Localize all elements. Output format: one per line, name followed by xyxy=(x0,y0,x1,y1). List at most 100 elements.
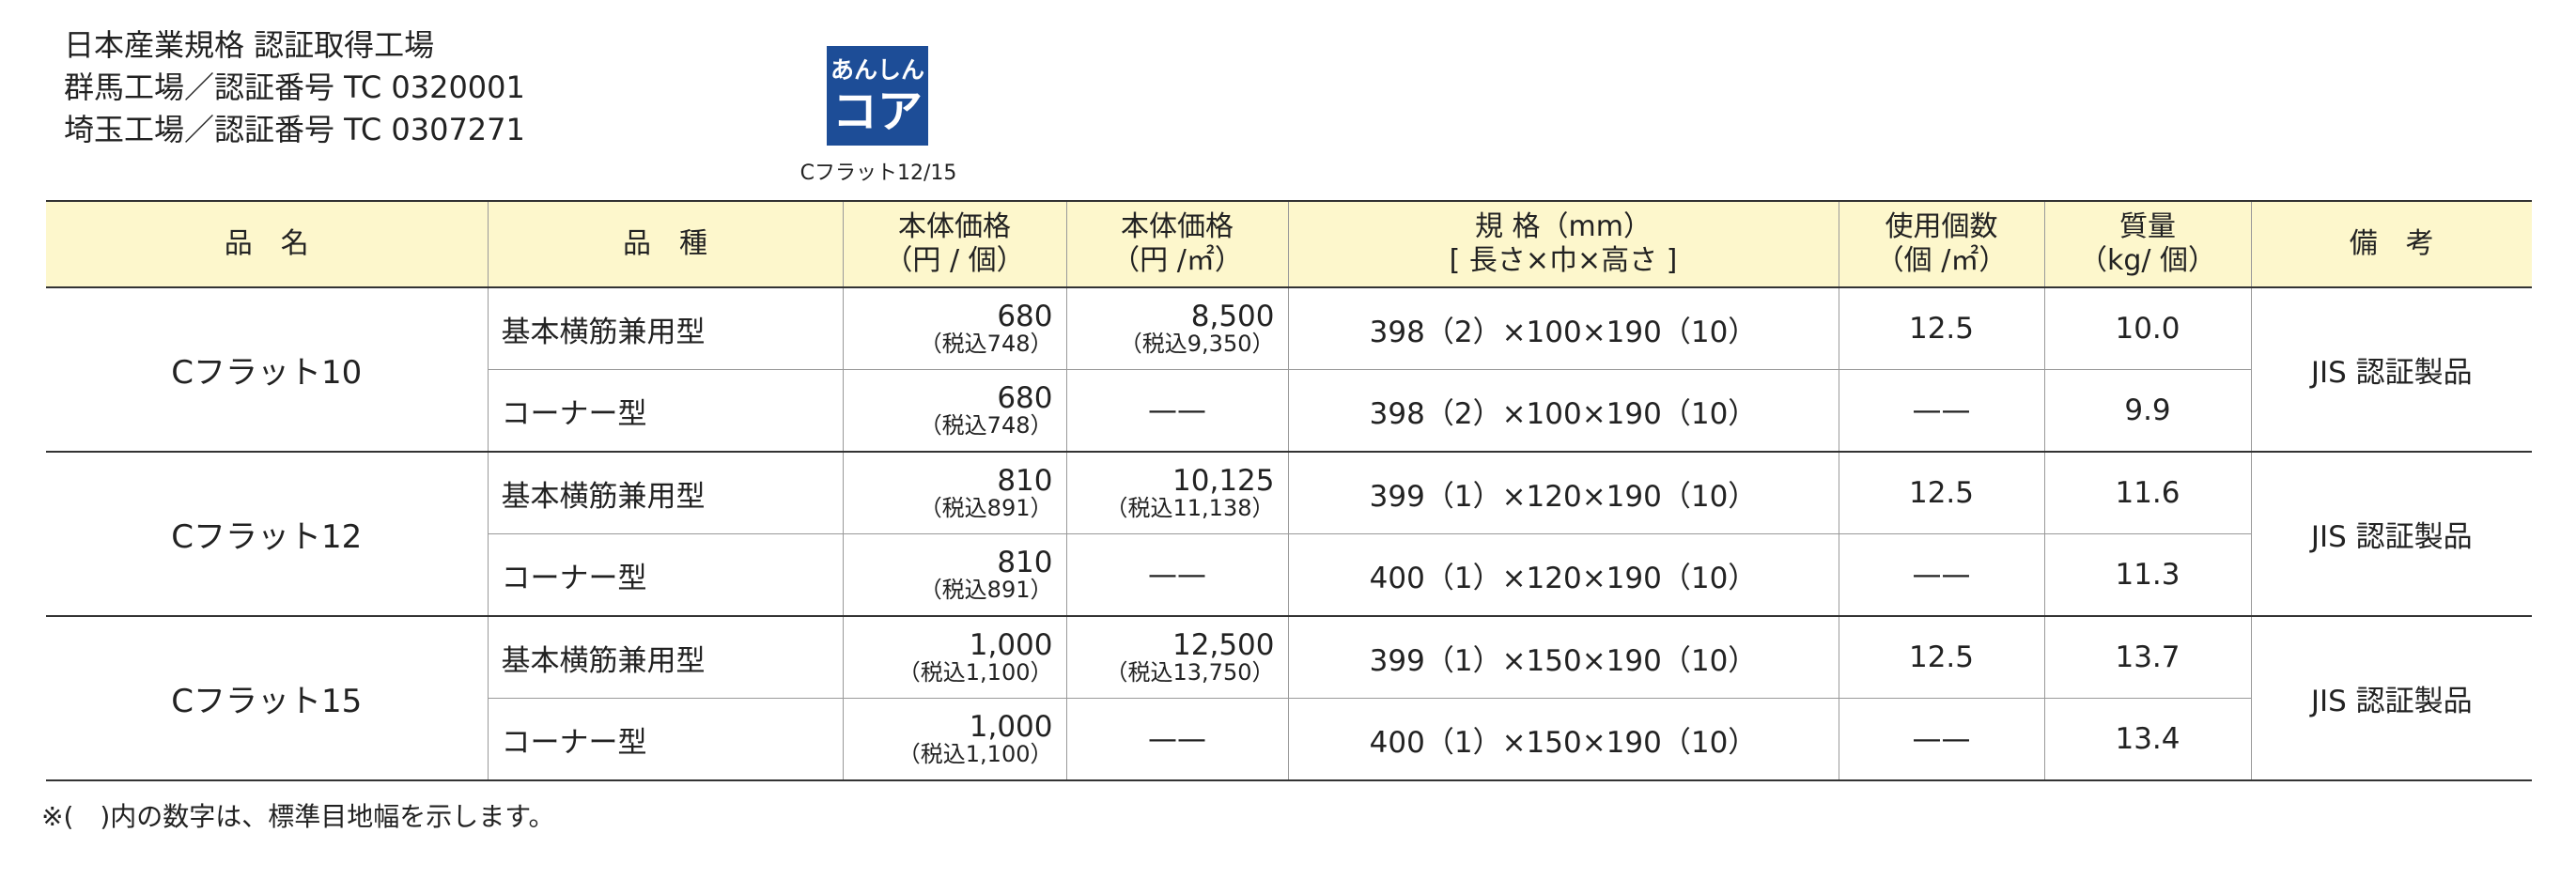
price-tax: （税込1,100） xyxy=(897,659,1053,686)
table-row: Cフラット12 基本横筋兼用型 810 （税込891） 10,125 （税込11,138）… xyxy=(46,452,2532,617)
price-cell: 810 （税込891） xyxy=(842,452,1066,534)
weight: 11.6 xyxy=(2043,452,2251,534)
price: 810 xyxy=(997,546,1053,579)
price: —— xyxy=(1148,393,1206,427)
logo: あんしん コア xyxy=(827,46,928,146)
price-tax: （税込13,750） xyxy=(1105,659,1275,686)
logo-line: コア xyxy=(831,85,923,138)
header-row: 品 名品 種本体価格 （円 / 個） 本体価格 （円 /㎡）規 格（mm）[ 長さ×巾… xyxy=(46,200,2532,288)
price-tax: （税込891） xyxy=(919,577,1053,603)
price: 1,000 xyxy=(969,710,1053,744)
price: —— xyxy=(1148,722,1206,756)
price-cell: 1,000 （税込1,100） xyxy=(842,698,1066,781)
header: 日本産業規格 認証取得工場 群馬工場／認証番号 TC 0320001 埼玉工場／認証… xyxy=(64,24,525,151)
size: 399（1）×120×190（10） xyxy=(1287,452,1839,534)
header-text: 規 格（mm） xyxy=(1475,210,1652,243)
column-header: 品 名 xyxy=(46,200,488,288)
price-tax: （税込748） xyxy=(919,331,1053,357)
price: —— xyxy=(1148,558,1206,592)
weight: 13.7 xyxy=(2043,616,2251,699)
logo-line: あんしん xyxy=(830,56,924,84)
note: JIS 認証製品 xyxy=(2250,616,2532,781)
header-text: （kg/ 個） xyxy=(2078,244,2217,277)
count: —— xyxy=(1838,533,2044,617)
product-kind: 基本横筋兼用型 xyxy=(487,452,843,534)
count: 12.5 xyxy=(1838,616,2044,699)
table-row: コーナー型 680 （税込748） —— 398（2）×100×190（10） —— 9.9 xyxy=(46,369,2532,453)
note: JIS 認証製品 xyxy=(2250,452,2532,617)
weight: 13.4 xyxy=(2043,698,2251,781)
count: —— xyxy=(1838,369,2044,453)
column-header: 使用個数 （個 /㎡） xyxy=(1838,200,2044,288)
column-header: 規 格（mm）[ 長さ×巾×高さ ] xyxy=(1287,200,1839,288)
price-cell: 12,500 （税込13,750） xyxy=(1065,616,1288,699)
size: 400（1）×120×190（10） xyxy=(1287,533,1839,617)
price-cell: 10,125 （税込11,138） xyxy=(1065,452,1288,534)
count: 12.5 xyxy=(1838,452,2044,534)
size: 398（2）×100×190（10） xyxy=(1287,369,1839,453)
size: 398（2）×100×190（10） xyxy=(1287,287,1839,370)
count: —— xyxy=(1838,698,2044,781)
price: 680 xyxy=(997,381,1053,415)
price: 8,500 xyxy=(1190,300,1275,333)
header-text: 本体価格 xyxy=(898,210,1011,243)
price-cell: 810 （税込891） xyxy=(842,533,1066,617)
header-text: 備 考 xyxy=(2349,227,2434,260)
header-text: 使用個数 xyxy=(1885,210,1998,243)
weight: 11.3 xyxy=(2043,533,2251,617)
price: 680 xyxy=(997,300,1053,333)
count: 12.5 xyxy=(1838,287,2044,370)
price-tax: （税込748） xyxy=(919,412,1053,439)
header-text: 本体価格 xyxy=(1121,210,1234,243)
price-tax: （税込891） xyxy=(919,495,1053,521)
price-tax: （税込1,100） xyxy=(897,741,1053,767)
size: 400（1）×150×190（10） xyxy=(1287,698,1839,781)
price-cell: 8,500 （税込9,350） xyxy=(1065,287,1288,370)
header-text: （個 /㎡） xyxy=(1875,244,2008,277)
product-kind: コーナー型 xyxy=(487,533,843,617)
product-kind: 基本横筋兼用型 xyxy=(487,616,843,699)
price: 10,125 xyxy=(1172,464,1275,498)
price-cell: —— xyxy=(1065,533,1288,617)
product-kind: コーナー型 xyxy=(487,698,843,781)
column-header: 備 考 xyxy=(2250,200,2532,288)
note: JIS 認証製品 xyxy=(2250,287,2532,453)
table-row: コーナー型 810 （税込891） —— 400（1）×120×190（10） —— 11.… xyxy=(46,533,2532,617)
price-tax: （税込11,138） xyxy=(1105,495,1275,521)
product-name: Cフラット12 xyxy=(46,452,488,617)
price: 12,500 xyxy=(1172,628,1275,662)
price-cell: 680 （税込748） xyxy=(842,287,1066,370)
logo-caption: Cフラット12/15 xyxy=(799,162,957,185)
table-row: Cフラット15 基本横筋兼用型 1,000 （税込1,100） 12,500 （税込13,… xyxy=(46,616,2532,781)
weight: 9.9 xyxy=(2043,369,2251,453)
weight: 10.0 xyxy=(2043,287,2251,370)
header-text: 品 種 xyxy=(623,227,707,260)
column-header: 質量 （kg/ 個） xyxy=(2043,200,2251,288)
header-line: 日本産業規格 認証取得工場 xyxy=(64,27,435,63)
product-name: Cフラット15 xyxy=(46,616,488,781)
footnote: ※( )内の数字は、標準目地幅を示します。 xyxy=(41,801,555,832)
product-kind: コーナー型 xyxy=(487,369,843,453)
product-name: Cフラット10 xyxy=(46,287,488,453)
column-header: 本体価格 （円 / 個） xyxy=(842,200,1066,288)
header-line: 埼玉工場／認証番号 TC 0307271 xyxy=(64,112,525,147)
table-row: コーナー型 1,000 （税込1,100） —— 400（1）×150×190（10） —… xyxy=(46,698,2532,781)
price-table: 品 名品 種本体価格 （円 / 個） 本体価格 （円 /㎡）規 格（mm）[ 長さ×巾… xyxy=(46,200,2532,781)
price-cell: 680 （税込748） xyxy=(842,369,1066,453)
price-cell: —— xyxy=(1065,698,1288,781)
product-kind: 基本横筋兼用型 xyxy=(487,287,843,370)
column-header: 品 種 xyxy=(487,200,843,288)
table-row: Cフラット10 基本横筋兼用型 680 （税込748） 8,500 （税込9,350） 39… xyxy=(46,287,2532,453)
price-cell: 1,000 （税込1,100） xyxy=(842,616,1066,699)
price-cell: —— xyxy=(1065,369,1288,453)
header-text: （円 /㎡） xyxy=(1111,244,1243,277)
header-text: [ 長さ×巾×高さ ] xyxy=(1449,244,1678,277)
price-tax: （税込9,350） xyxy=(1119,331,1275,357)
header-text: 質量 xyxy=(2119,210,2176,243)
price: 1,000 xyxy=(969,628,1053,662)
header-text: （円 / 個） xyxy=(884,244,1025,277)
header-text: 品 名 xyxy=(224,227,309,260)
table-body: Cフラット10 基本横筋兼用型 680 （税込748） 8,500 （税込9,350） 39… xyxy=(46,287,2532,781)
